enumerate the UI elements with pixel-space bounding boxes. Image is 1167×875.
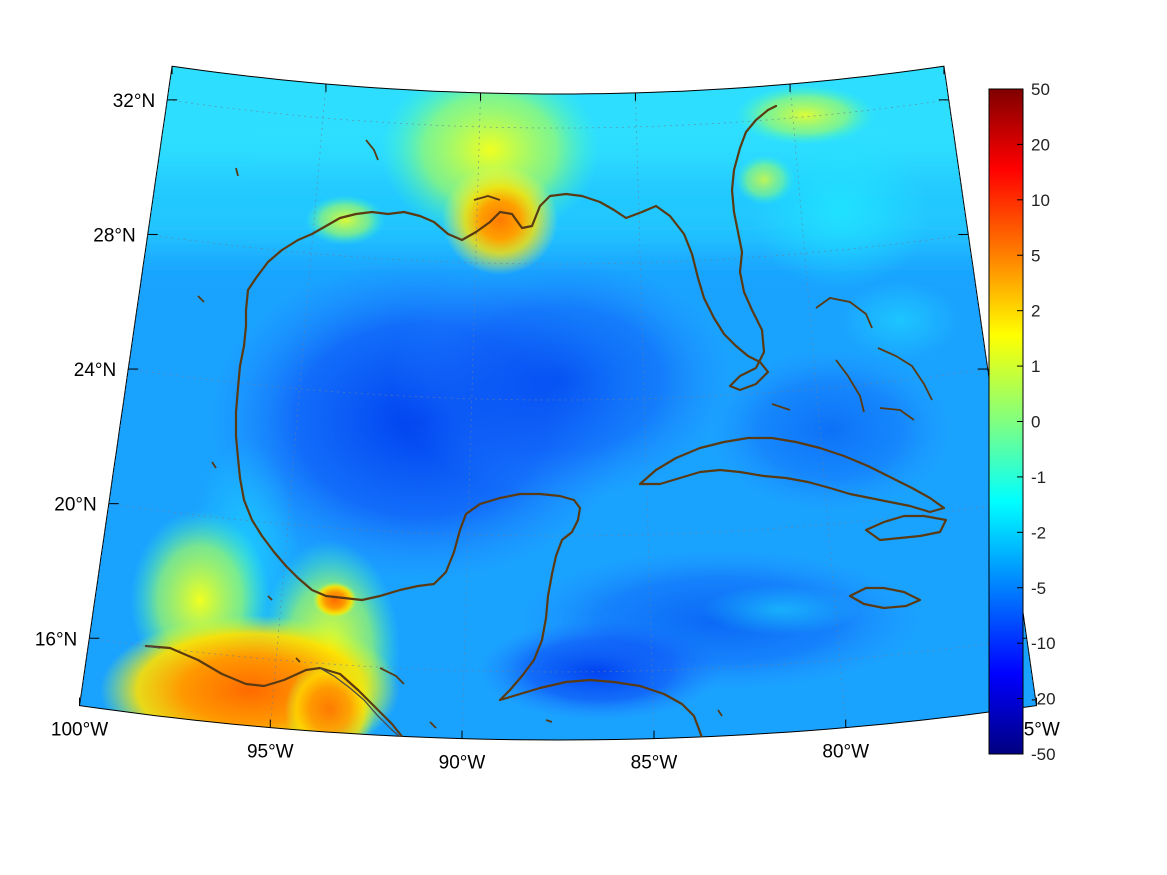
graticule	[79, 66, 1037, 739]
coastline-bahamas	[771, 297, 933, 421]
coastline-cuba	[638, 436, 946, 514]
axis-ticks: 100°W 95°W 90°W 85°W 80°W 75°W 16°N 20°N 24°N 28°…	[35, 66, 1060, 774]
coastline-jamaica	[848, 586, 922, 610]
lon-tick-label: 90°W	[439, 753, 486, 774]
colorbar-tick-label: -10	[1031, 634, 1056, 653]
coastlines	[144, 104, 948, 740]
coastline-mexico-gulf	[234, 288, 582, 702]
coastline-hispaniola	[864, 514, 948, 542]
lon-tick-label: 85°W	[631, 753, 678, 774]
border-guatemala	[319, 667, 407, 740]
colorbar-tick-label: -2	[1031, 523, 1046, 542]
colorbar-tick-label: 2	[1031, 302, 1040, 321]
lat-tick-label: 16°N	[35, 629, 77, 650]
colorbar-tick-label: 20	[1031, 135, 1050, 154]
coastline-small-islands	[197, 139, 723, 729]
coastline-central-america	[498, 678, 706, 740]
colorbar-tick-label: -50	[1031, 745, 1056, 764]
lon-tick-label: 95°W	[247, 742, 294, 763]
colorbar-tick-label: 0	[1031, 413, 1040, 432]
colorbar-tick-label: 10	[1031, 191, 1050, 210]
lon-tick-label: 75°W	[1013, 720, 1060, 741]
lat-tick-label: 20°N	[54, 495, 96, 516]
lat-tick-label: 28°N	[93, 225, 135, 246]
border-yucatan	[145, 645, 161, 649]
coastline-pacific-mexico	[144, 644, 410, 740]
colorbar-tick-label: -20	[1031, 690, 1056, 709]
colorbar-tick-label: 50	[1031, 80, 1050, 99]
lat-tick-label: 24°N	[74, 360, 116, 381]
colorbar-tick-label: 5	[1031, 246, 1040, 265]
lon-tick-label: 100°W	[51, 720, 108, 741]
colorbar-tick-label: -5	[1031, 579, 1046, 598]
lon-tick-label: 80°W	[822, 742, 869, 763]
parallel-line	[89, 637, 1027, 673]
parallel-line	[108, 503, 1008, 537]
colorbar-tick-label: 1	[1031, 357, 1040, 376]
coastline-us-gulf	[246, 104, 778, 392]
colorbar-tick-label: -1	[1031, 468, 1046, 487]
lat-tick-label: 32°N	[113, 91, 155, 112]
